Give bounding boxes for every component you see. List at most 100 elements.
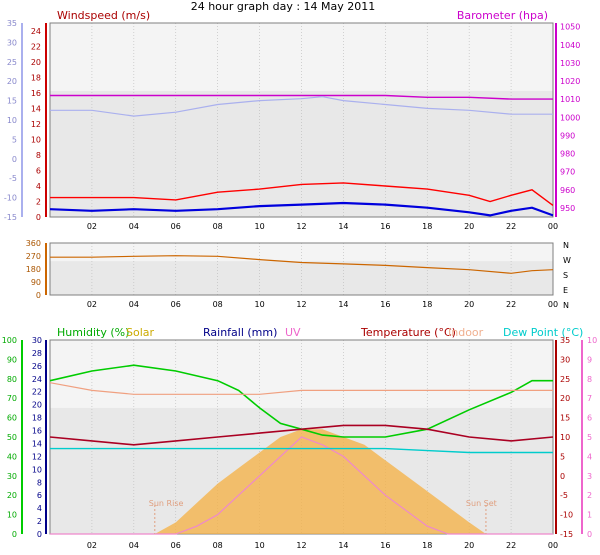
chart-title: 24 hour graph day : 14 May 2011 bbox=[191, 0, 376, 13]
temp-axis-tick: 5 bbox=[12, 135, 17, 144]
x-tick-label: 14 bbox=[338, 222, 348, 231]
x-tick-label: 02 bbox=[87, 300, 97, 309]
windspeed-axis-tick: 8 bbox=[36, 151, 41, 160]
direction-panel-frame bbox=[49, 242, 554, 296]
rainfall-axis-tick: 18 bbox=[32, 414, 42, 423]
rainfall-axis-tick: 0 bbox=[37, 530, 42, 539]
temp-axis-tick: -10 bbox=[4, 194, 17, 203]
uv-axis-tick: 2 bbox=[587, 491, 592, 500]
barometer-axis-tick: 1000 bbox=[560, 113, 580, 122]
x-tick-label: 04 bbox=[129, 222, 139, 231]
compass-label: S bbox=[563, 271, 568, 280]
x-tick-label: 08 bbox=[213, 222, 223, 231]
windspeed-axis-tick: 22 bbox=[31, 42, 41, 51]
windspeed-axis-tick: 16 bbox=[31, 89, 41, 98]
temperature-axis-tick: -10 bbox=[560, 511, 573, 520]
direction-axis-tick: 270 bbox=[26, 252, 41, 261]
temperature-line bbox=[49, 424, 554, 446]
x-tick-label: 10 bbox=[254, 541, 264, 550]
rainfall-label: Rainfall (mm) bbox=[203, 326, 277, 339]
temperature-axis-tick: 10 bbox=[560, 433, 570, 442]
temperature-axis-tick: -5 bbox=[560, 491, 568, 500]
rainfall-axis-tick: 4 bbox=[37, 504, 42, 513]
x-tick-label: 00 bbox=[548, 541, 558, 550]
x-tick-label: 00 bbox=[548, 300, 558, 309]
barometer-axis-tick: 1050 bbox=[560, 23, 580, 32]
x-tick-label: 18 bbox=[422, 300, 432, 309]
temperature-axis-tick: 35 bbox=[560, 336, 570, 345]
x-tick-label: 12 bbox=[296, 541, 306, 550]
humidity-axis-tick: 0 bbox=[12, 530, 17, 539]
x-tick-label: 08 bbox=[213, 541, 223, 550]
barometer-axis-tick: 970 bbox=[560, 168, 575, 177]
windspeed-axis-tick: 24 bbox=[31, 27, 41, 36]
temp-axis-tick: 30 bbox=[7, 38, 17, 47]
rainfall-axis-tick: 26 bbox=[32, 362, 42, 371]
wind-panel-frame bbox=[49, 22, 554, 218]
windspeed-axis-tick: 0 bbox=[36, 213, 41, 222]
temperature-axis-tick: 15 bbox=[560, 414, 570, 423]
compass-label: W bbox=[563, 256, 571, 265]
compass-label: N bbox=[563, 301, 569, 310]
solar-area bbox=[50, 429, 553, 534]
direction-panel bbox=[49, 242, 554, 296]
barometer-label: Barometer (hpa) bbox=[457, 9, 548, 22]
rainfall-axis-tick: 16 bbox=[32, 427, 42, 436]
x-tick-label: 12 bbox=[296, 300, 306, 309]
temperature-axis-tick: 20 bbox=[560, 394, 570, 403]
barometer-axis-tick: 1020 bbox=[560, 77, 580, 86]
windspeed-axis-tick: 14 bbox=[31, 104, 41, 113]
solar-label: Solar bbox=[126, 326, 155, 339]
windspeed-axis-tick: 12 bbox=[31, 120, 41, 129]
temp-axis-tick: 25 bbox=[7, 58, 17, 67]
temperature-label: Temperature (°C) bbox=[360, 326, 456, 339]
rainfall-axis-tick: 6 bbox=[37, 491, 42, 500]
humidity-axis-tick: 100 bbox=[2, 336, 17, 345]
compass-label: N bbox=[563, 241, 569, 250]
windspeed-axis-tick: 6 bbox=[36, 166, 41, 175]
windspeed-axis-tick: 4 bbox=[36, 182, 41, 191]
uv-axis-tick: 3 bbox=[587, 472, 592, 481]
x-tick-label: 14 bbox=[338, 541, 348, 550]
x-tick-label: 20 bbox=[464, 541, 474, 550]
x-tick-label: 04 bbox=[129, 300, 139, 309]
barometer-line bbox=[50, 94, 553, 100]
barometer-axis-tick: 1010 bbox=[560, 95, 580, 104]
x-tick-label: 00 bbox=[548, 222, 558, 231]
uv-axis-tick: 1 bbox=[587, 511, 592, 520]
x-tick-label: 02 bbox=[87, 222, 97, 231]
temp-axis-tick: 20 bbox=[7, 77, 17, 86]
rainfall-axis-tick: 30 bbox=[32, 336, 42, 345]
temp-axis-tick: -15 bbox=[4, 213, 17, 222]
barometer-axis-tick: 960 bbox=[560, 186, 575, 195]
temp-axis-tick: 0 bbox=[12, 155, 17, 164]
x-tick-label: 16 bbox=[380, 541, 390, 550]
wind-gust-line bbox=[50, 182, 554, 206]
outdoor-temperature-line bbox=[50, 96, 553, 117]
uv-axis-tick: 6 bbox=[587, 414, 592, 423]
uv-label: UV bbox=[285, 326, 301, 339]
humidity-axis-tick: 20 bbox=[7, 491, 17, 500]
x-tick-label: 12 bbox=[296, 222, 306, 231]
windspeed-axis-tick: 20 bbox=[31, 58, 41, 67]
uv-axis-tick: 7 bbox=[587, 394, 592, 403]
wind-panel bbox=[49, 22, 554, 218]
x-tick-label: 06 bbox=[171, 541, 181, 550]
x-tick-label: 18 bbox=[422, 541, 432, 550]
x-tick-label: 06 bbox=[171, 300, 181, 309]
x-tick-label: 02 bbox=[87, 541, 97, 550]
x-tick-label: 20 bbox=[464, 222, 474, 231]
direction-axis-tick: 0 bbox=[36, 291, 41, 300]
wind-direction-line bbox=[50, 255, 554, 274]
humidity-label: Humidity (%) bbox=[57, 326, 129, 339]
windspeed-label: Windspeed (m/s) bbox=[57, 9, 150, 22]
dew-point-line bbox=[50, 447, 553, 454]
wind-average-line bbox=[49, 201, 554, 217]
humidity-axis-tick: 50 bbox=[7, 433, 17, 442]
windspeed-axis-tick: 10 bbox=[31, 135, 41, 144]
x-tick-label: 22 bbox=[506, 300, 516, 309]
x-tick-label: 18 bbox=[422, 222, 432, 231]
uv-axis-tick: 8 bbox=[587, 375, 592, 384]
x-tick-label: 04 bbox=[129, 541, 139, 550]
barometer-axis-tick: 980 bbox=[560, 150, 575, 159]
